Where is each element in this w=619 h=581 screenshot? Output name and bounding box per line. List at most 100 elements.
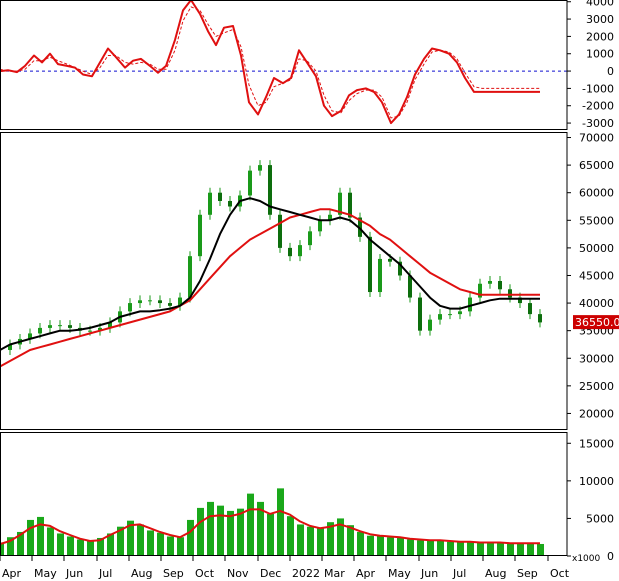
candle-body — [268, 165, 272, 215]
candle-body — [348, 192, 352, 218]
candle-body — [488, 281, 492, 284]
y-tick-label: 1000 — [586, 48, 614, 61]
x-tick-label: May — [388, 567, 411, 580]
y-tick-label: 5000 — [586, 512, 614, 525]
volume-bar — [57, 533, 64, 556]
y-tick-label: 40000 — [579, 297, 614, 310]
volume-bar — [317, 527, 324, 556]
volume-bar — [377, 535, 384, 556]
x-axis: Apr May Jun Jul Aug Sep Oct Nov Dec 2022 Mar Apr May… — [0, 556, 570, 580]
volume-bar — [147, 530, 154, 556]
volume-bar — [27, 519, 34, 556]
volume-bar — [427, 540, 434, 556]
y-tick-label: 2000 — [586, 30, 614, 43]
y-tick-label: 45000 — [579, 269, 614, 282]
candle-body — [208, 192, 212, 215]
candle-body — [508, 289, 512, 298]
candle-body — [218, 192, 222, 201]
y-tick-label: 30000 — [579, 352, 614, 365]
candle-body — [248, 170, 252, 196]
volume-bar — [327, 522, 334, 556]
volume-average-line — [0, 508, 540, 545]
volume-bar — [37, 516, 44, 556]
x-tick-label: Oct — [195, 567, 215, 580]
x-tick-label: Oct — [550, 567, 570, 580]
candle-body — [358, 217, 362, 237]
x-tick-label: Nov — [227, 567, 249, 580]
volume-bar — [87, 540, 94, 556]
candle-body — [518, 297, 522, 304]
y-tick-label: 10000 — [579, 475, 614, 488]
candle-body — [398, 261, 402, 276]
volume-bar — [457, 542, 464, 556]
moving-average-short — [0, 197, 540, 351]
volume-bar — [187, 519, 194, 556]
volume-bar — [97, 537, 104, 556]
x-tick-label: Sep — [517, 567, 538, 580]
volume-bar — [307, 526, 314, 556]
candle-body — [428, 319, 432, 331]
volume-bar — [407, 539, 414, 556]
candle-body — [298, 245, 302, 257]
candle-body — [418, 297, 422, 331]
candle-body — [538, 314, 542, 323]
volume-bar — [197, 507, 204, 556]
volume-bar — [217, 505, 224, 556]
candle-body — [438, 314, 442, 320]
volume-bar — [47, 527, 54, 556]
volume-bar — [447, 541, 454, 556]
candle-body — [58, 325, 62, 327]
oscillator-signal-line — [0, 6, 540, 119]
x-tick-label: Jul — [452, 567, 466, 580]
volume-bar — [497, 543, 504, 556]
candle-body — [158, 300, 162, 304]
y-tick-label: 50000 — [579, 242, 614, 255]
volume-bar — [417, 540, 424, 556]
y-tick-label: 55000 — [579, 214, 614, 227]
candle-body — [258, 165, 262, 171]
y-tick-label: -2000 — [582, 100, 614, 113]
volume-bar — [117, 526, 124, 556]
volume-bar — [437, 540, 444, 556]
candle-body — [68, 325, 72, 328]
volume-bar — [257, 501, 264, 556]
candle-body — [498, 281, 502, 290]
volume-bar — [67, 536, 74, 556]
volume-bar — [167, 536, 174, 556]
volume-bar — [227, 510, 234, 556]
candle-body — [38, 327, 42, 334]
candle-body — [198, 214, 202, 257]
y-tick-label: 25000 — [579, 380, 614, 393]
candle-body — [48, 325, 52, 328]
volume-unit-label: x1000 — [572, 554, 601, 564]
candle-body — [448, 314, 452, 316]
volume-bar — [467, 542, 474, 556]
y-tick-label: 65000 — [579, 159, 614, 172]
x-tick-label: Aug — [485, 567, 506, 580]
volume-bar — [247, 493, 254, 556]
volume-bar — [177, 537, 184, 556]
candle-body — [148, 300, 152, 302]
last-price-badge — [573, 315, 619, 330]
candle-body — [138, 300, 142, 304]
volume-bar — [537, 543, 544, 556]
candle-body — [288, 247, 292, 257]
panel-frame — [0, 132, 568, 430]
candle-body — [388, 258, 392, 262]
volume-bar — [347, 525, 354, 556]
volume-panel: 0 5000 10000 15000 x1000 — [0, 437, 614, 564]
x-tick-label: May — [34, 567, 57, 580]
candle-body — [368, 236, 372, 293]
volume-bar — [0, 542, 4, 556]
y-tick-label: 20000 — [579, 407, 614, 420]
candle-body — [528, 303, 532, 315]
volume-bar — [487, 543, 494, 556]
volume-bar — [17, 531, 24, 556]
candle-body — [168, 303, 172, 306]
panel-frame — [0, 0, 568, 130]
x-tick-label: Mar — [324, 567, 345, 580]
y-tick-label: 15000 — [579, 437, 614, 450]
candle-body — [178, 297, 182, 306]
candle-body — [338, 192, 342, 215]
